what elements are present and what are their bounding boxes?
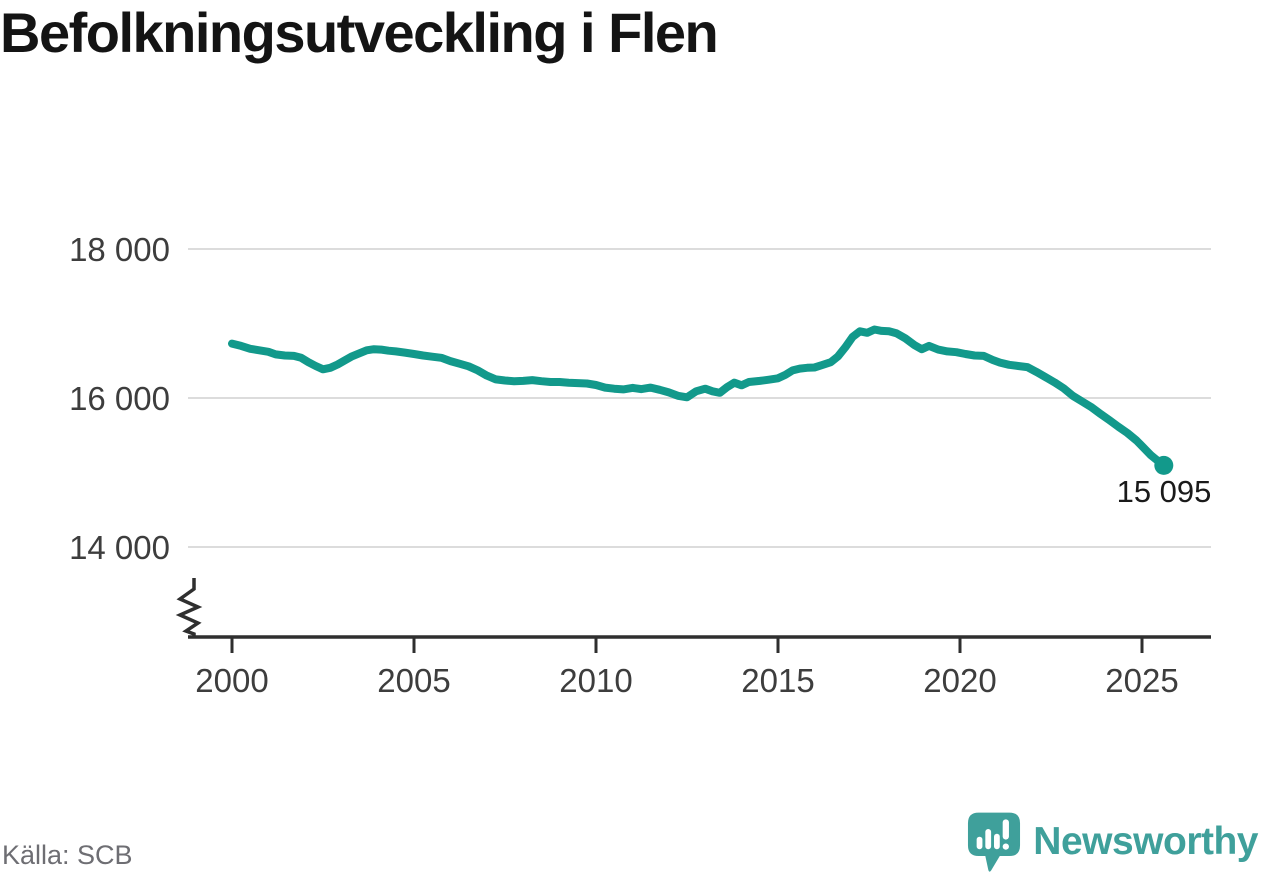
y-gridlines — [188, 248, 1211, 548]
x-tick-label-2005: 2005 — [377, 662, 450, 699]
x-axis-labels: 2000 2005 2010 2015 2020 2025 — [195, 662, 1178, 699]
logo-bar-short — [976, 836, 983, 850]
page-title: Befolkningsutveckling i Flen — [0, 1, 719, 64]
logo-exclamation-bar — [1002, 819, 1010, 840]
y-tick-label-18000: 18 000 — [69, 231, 170, 268]
y-tick-label-14000: 14 000 — [69, 529, 170, 566]
newsworthy-logo-icon — [968, 812, 1021, 872]
axis-break-icon — [175, 578, 203, 638]
newsworthy-wordmark: Newsworthy — [1033, 820, 1258, 863]
logo-bar-medium — [994, 833, 1001, 850]
logo-exclamation-dot — [1002, 843, 1010, 850]
x-tick-label-2025: 2025 — [1105, 662, 1178, 699]
source-caption: Källa: SCB — [2, 840, 133, 870]
latest-point-dot — [1154, 455, 1174, 475]
logo-bar-tall — [985, 828, 992, 850]
x-axis-ticks — [230, 637, 1144, 653]
x-tick-label-2010: 2010 — [559, 662, 632, 699]
y-tick-label-16000: 16 000 — [69, 380, 170, 417]
x-tick-label-2015: 2015 — [741, 662, 814, 699]
newsworthy-branding: Newsworthy — [967, 811, 1258, 873]
y-axis-labels: 14 000 16 000 18 000 — [69, 231, 170, 566]
x-tick-label-2020: 2020 — [923, 662, 996, 699]
x-tick-label-2000: 2000 — [195, 662, 268, 699]
population-line — [228, 325, 1168, 470]
latest-value-label: 15 095 — [1117, 474, 1212, 509]
